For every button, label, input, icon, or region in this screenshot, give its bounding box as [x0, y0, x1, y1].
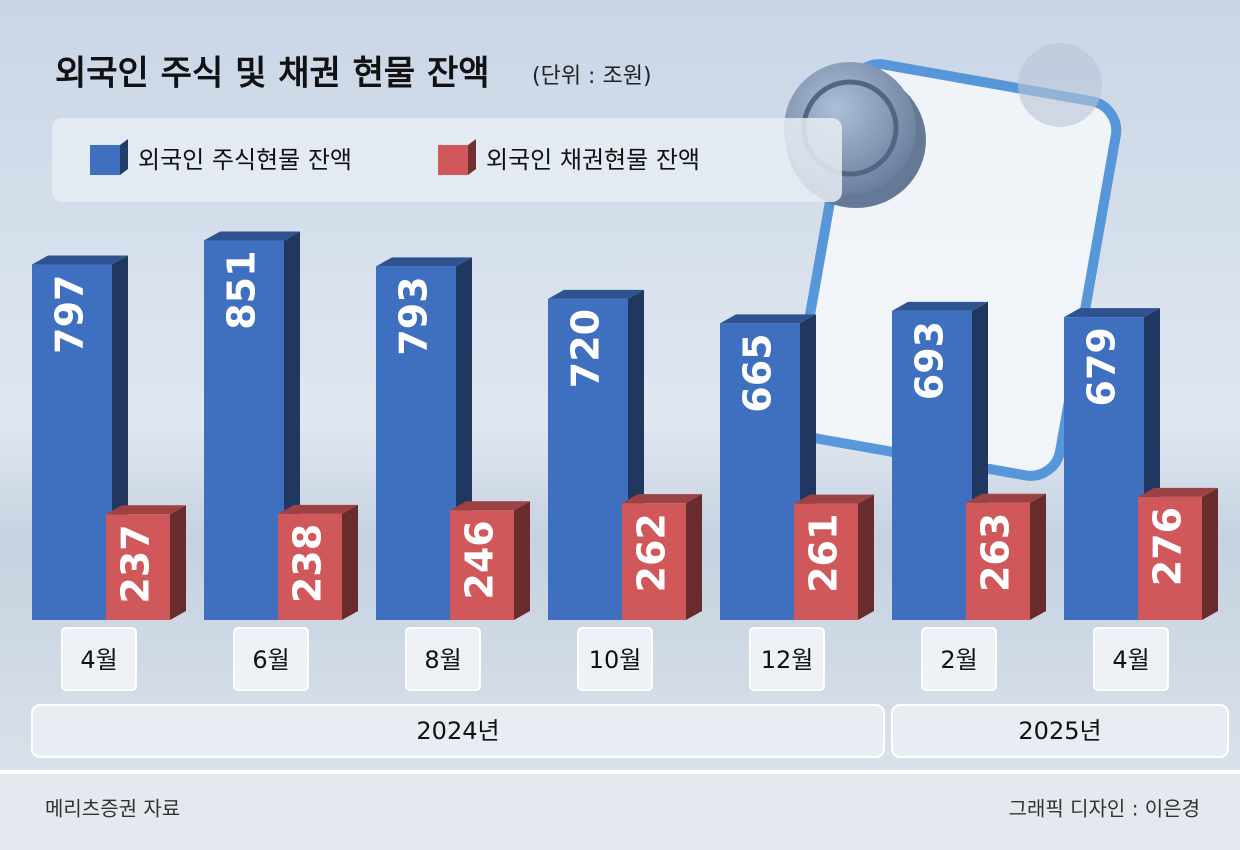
- bar-top: [106, 505, 186, 515]
- bar: [622, 503, 686, 620]
- bar-top: [720, 314, 816, 324]
- bar: [794, 503, 858, 620]
- bar: [32, 264, 112, 620]
- coin-back: [1018, 43, 1102, 127]
- bar-side: [514, 501, 530, 620]
- legend-swatch: [90, 145, 120, 175]
- bar: [106, 514, 170, 620]
- category-box: [61, 627, 137, 691]
- category-box: [749, 627, 825, 691]
- value-label: 693: [908, 321, 952, 400]
- bar-side: [858, 494, 874, 620]
- bar-side: [1202, 487, 1218, 620]
- x-tick-label: 6월: [252, 646, 289, 674]
- bar-top: [1138, 487, 1218, 497]
- bar-top: [622, 494, 702, 504]
- x-tick-label: 12월: [761, 646, 814, 674]
- source: 메리츠증권 자료: [45, 797, 180, 821]
- bar: [1138, 496, 1202, 620]
- value-label: 263: [974, 513, 1018, 592]
- category-box: [921, 627, 997, 691]
- category-box: [577, 627, 653, 691]
- bar: [966, 502, 1030, 620]
- bar-side: [686, 494, 702, 620]
- value-label: 720: [564, 309, 608, 388]
- bar: [720, 323, 800, 620]
- category-box: [233, 627, 309, 691]
- bar: [450, 510, 514, 620]
- x-tick-label: 4월: [80, 646, 117, 674]
- group-box: [891, 704, 1229, 758]
- group-label: 2024년: [416, 717, 499, 745]
- legend-swatch-side: [120, 139, 128, 175]
- group-label: 2025년: [1018, 717, 1101, 745]
- value-label: 262: [630, 513, 674, 592]
- bar-side: [1030, 493, 1046, 620]
- legend-label: 외국인 채권현물 잔액: [486, 146, 700, 174]
- x-tick-label: 2월: [940, 646, 977, 674]
- legend-label: 외국인 주식현물 잔액: [138, 146, 352, 174]
- value-label: 797: [48, 275, 92, 354]
- value-label: 261: [802, 514, 846, 593]
- bar-top: [966, 493, 1046, 503]
- value-label: 665: [736, 333, 780, 412]
- value-label: 276: [1146, 507, 1190, 586]
- x-tick-label: 4월: [1112, 646, 1149, 674]
- bar-top: [450, 501, 530, 511]
- value-label: 246: [458, 520, 502, 599]
- bar: [1064, 317, 1144, 620]
- value-label: 851: [220, 250, 264, 329]
- x-tick-label: 10월: [589, 646, 642, 674]
- value-label: 679: [1080, 327, 1124, 406]
- category-box: [1093, 627, 1169, 691]
- credit: 그래픽 디자인 : 이은경: [1009, 797, 1200, 821]
- value-label: 237: [114, 524, 158, 603]
- group-box: [31, 704, 885, 758]
- bar-top: [32, 255, 128, 265]
- bar-top: [892, 301, 988, 311]
- value-label: 238: [286, 524, 330, 603]
- bar-top: [794, 494, 874, 504]
- bar-side: [342, 504, 358, 620]
- bar: [204, 240, 284, 621]
- chart-subtitle: (단위 : 조원): [532, 64, 652, 89]
- bar-top: [278, 504, 358, 514]
- bar: [548, 298, 628, 620]
- legend-swatch: [438, 145, 468, 175]
- chart-title: 외국인 주식 및 채권 현물 잔액: [55, 54, 490, 94]
- value-label: 793: [392, 276, 436, 355]
- bar: [892, 310, 972, 620]
- bar-top: [548, 289, 644, 299]
- bar-top: [376, 257, 472, 267]
- bar-top: [1064, 308, 1160, 318]
- bar-top: [204, 231, 300, 241]
- bar: [278, 513, 342, 620]
- footer-band: [0, 770, 1240, 850]
- x-tick-label: 8월: [424, 646, 461, 674]
- bar-side: [170, 505, 186, 620]
- bar: [376, 266, 456, 620]
- legend-swatch-side: [468, 139, 476, 175]
- category-box: [405, 627, 481, 691]
